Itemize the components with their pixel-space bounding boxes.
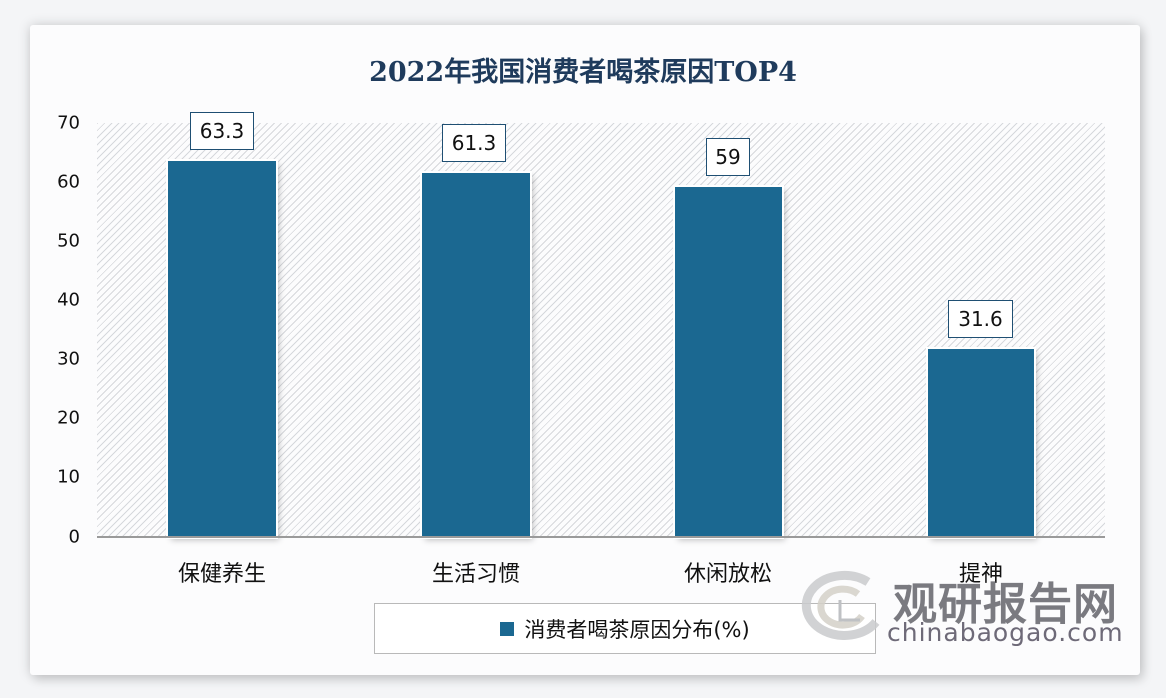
value-label-2: 59 [706, 138, 750, 176]
y-tick-30: 30 [57, 348, 80, 370]
x-axis-line [97, 536, 1105, 538]
y-tick-40: 40 [57, 289, 80, 311]
value-label-0: 63.3 [190, 112, 254, 150]
bar-shenghuo-xiguan[interactable] [422, 173, 530, 537]
y-tick-0: 0 [68, 526, 80, 548]
y-tick-60: 60 [57, 171, 80, 193]
legend-label: 消费者喝茶原因分布(%) [524, 617, 750, 642]
y-tick-10: 10 [57, 466, 80, 488]
watermark-logo-icon [801, 570, 880, 640]
bar-xiuxian-fangsong[interactable] [675, 187, 782, 537]
chart-title: 2022年我国消费者喝茶原因TOP4 [369, 57, 797, 88]
x-label-3: 提神 [958, 562, 1003, 587]
bar-tishen[interactable] [928, 349, 1034, 537]
y-tick-50: 50 [57, 230, 80, 252]
bar-baojian-yangsheng[interactable] [168, 161, 276, 537]
x-label-2: 休闲放松 [683, 562, 772, 587]
x-label-1: 生活习惯 [431, 562, 520, 587]
x-label-0: 保健养生 [177, 562, 266, 587]
y-tick-70: 70 [57, 112, 80, 134]
value-label-3: 31.6 [948, 300, 1013, 338]
y-tick-20: 20 [57, 407, 80, 429]
legend-swatch-icon [500, 621, 515, 636]
value-label-1: 61.3 [442, 124, 506, 162]
watermark-cn: 观研报告网 [893, 579, 1118, 630]
watermark-en: chinabaogao.com [887, 618, 1124, 647]
